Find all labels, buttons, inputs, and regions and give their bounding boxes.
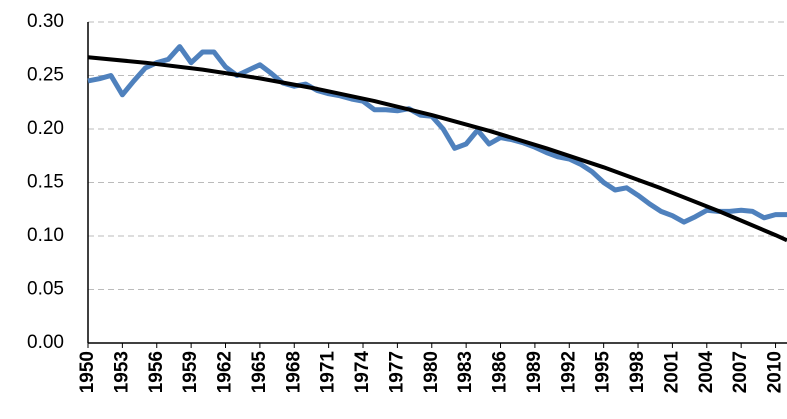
- x-tick-label: 1995: [593, 351, 614, 394]
- x-tick-label: 1992: [558, 351, 579, 393]
- x-tick-label: 1986: [490, 351, 511, 393]
- x-tick-label: 1998: [627, 351, 648, 393]
- x-tick-label: 1965: [249, 351, 270, 394]
- x-tick-label: 2010: [765, 351, 786, 393]
- y-tick-label: 0.05: [27, 279, 64, 300]
- y-tick-label: 0.15: [27, 172, 64, 193]
- y-tick-label: 0.25: [27, 65, 64, 86]
- x-tick-label: 1974: [352, 351, 373, 394]
- x-tick-label: 1953: [111, 351, 132, 393]
- x-tick-label: 2001: [661, 351, 682, 394]
- y-tick-label: 0.20: [27, 118, 64, 139]
- x-tick-label: 1956: [146, 351, 167, 393]
- x-tick-label: 1968: [283, 351, 304, 393]
- x-tick-label: 1980: [421, 351, 442, 393]
- x-tick-label: 1950: [77, 351, 98, 393]
- x-tick-label: 1959: [180, 351, 201, 393]
- y-tick-label: 0.10: [27, 225, 64, 246]
- x-tick-label: 2007: [730, 351, 751, 393]
- y-tick-label: 0.00: [27, 332, 64, 353]
- x-tick-label: 1989: [524, 351, 545, 393]
- x-tick-label: 1977: [386, 351, 407, 393]
- series-line: [87, 55, 787, 243]
- x-tick-label: 2004: [696, 351, 717, 394]
- x-tick-label: 1962: [215, 351, 236, 393]
- series-line: [87, 44, 787, 225]
- x-tick-label: 1983: [455, 351, 476, 393]
- y-tick-label: 0.30: [27, 11, 64, 32]
- x-tick-label: 1971: [318, 351, 339, 394]
